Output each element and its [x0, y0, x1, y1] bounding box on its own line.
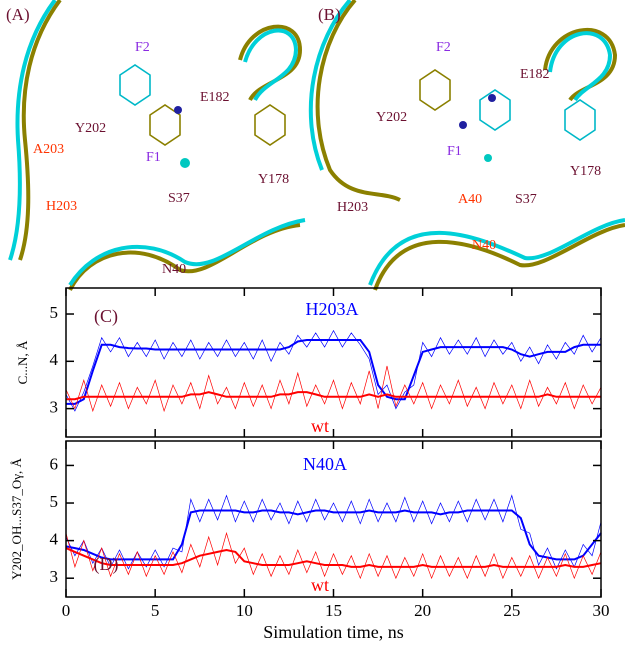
y-tick-label: 4	[50, 530, 59, 549]
residue-label: A40	[458, 192, 482, 207]
residue-label: H203	[46, 199, 77, 214]
residue-label: H203	[337, 200, 368, 215]
residue-label: F2	[135, 40, 150, 55]
series-label: wt	[311, 575, 329, 595]
y-axis-label: Y202_OH...S37_Oγ, Å	[9, 458, 24, 580]
atom	[484, 154, 492, 162]
residue-label: F1	[447, 144, 462, 159]
smoothed-line	[66, 391, 601, 401]
x-tick-label: 30	[593, 601, 610, 620]
residue-label: S37	[168, 191, 190, 206]
residue-label: E182	[520, 67, 550, 82]
residue-label: A203	[33, 142, 64, 157]
raw-line	[65, 329, 602, 412]
residue-label: F1	[146, 150, 161, 165]
series-label: wt	[311, 416, 329, 436]
residue-label: F2	[436, 40, 451, 55]
ring	[564, 99, 596, 141]
panel-label: (D)	[94, 554, 119, 575]
atom	[459, 121, 467, 129]
x-tick-label: 15	[325, 601, 342, 620]
ribbon	[548, 31, 613, 102]
ring	[149, 104, 181, 146]
residue-label: N40	[162, 262, 186, 277]
ring	[254, 104, 286, 146]
ribbon	[368, 218, 625, 286]
series-label: N40A	[303, 454, 347, 474]
ring	[119, 64, 151, 106]
structure-a: (A) F2 E182 Y202 F1 A203 H203 Y178 S37 N…	[6, 0, 306, 291]
y-tick-label: 3	[50, 398, 59, 417]
raw-line	[65, 494, 602, 570]
residue-label: Y178	[570, 164, 601, 179]
residue-label: Y178	[258, 172, 289, 187]
y-tick-label: 4	[50, 350, 59, 369]
ribbon	[373, 223, 625, 291]
atom	[180, 158, 190, 168]
ribbon	[18, 0, 62, 261]
residue-label: E182	[200, 90, 230, 105]
y-tick-label: 6	[50, 454, 59, 473]
panel-label: (C)	[94, 306, 118, 327]
x-tick-label: 0	[62, 601, 71, 620]
panel-label: (B)	[318, 5, 341, 24]
smoothed-line	[65, 547, 602, 568]
y-tick-label: 5	[50, 492, 59, 511]
atom	[488, 94, 496, 102]
ribbon	[315, 0, 401, 202]
ribbon	[308, 0, 352, 171]
series-label: H203A	[306, 299, 359, 319]
ribbon	[8, 0, 57, 261]
ribbon	[243, 28, 299, 102]
atom	[174, 106, 182, 114]
raw-line	[65, 531, 602, 580]
x-tick-label: 20	[414, 601, 431, 620]
panel-label: (A)	[6, 5, 30, 24]
raw-line	[65, 365, 602, 413]
x-tick-label: 25	[503, 601, 520, 620]
structure-b: (B) F2 E182 Y202 F1 H203 A40 S37 N40 Y17…	[308, 0, 625, 291]
ring	[419, 69, 451, 111]
smoothed-line	[65, 509, 602, 561]
residue-label: Y202	[376, 110, 407, 125]
y-tick-label: 3	[50, 567, 59, 586]
ribbon	[68, 218, 306, 287]
ring	[479, 89, 511, 131]
residue-label: Y202	[75, 121, 106, 136]
residue-label: N40	[472, 238, 496, 253]
x-axis-label: Simulation time, ns	[263, 622, 404, 642]
y-tick-label: 5	[50, 303, 59, 322]
residue-label: S37	[515, 192, 537, 207]
x-tick-label: 10	[236, 601, 253, 620]
y-axis-label: C...N, Å	[15, 340, 30, 384]
smoothed-line	[66, 339, 601, 405]
x-tick-label: 5	[151, 601, 160, 620]
